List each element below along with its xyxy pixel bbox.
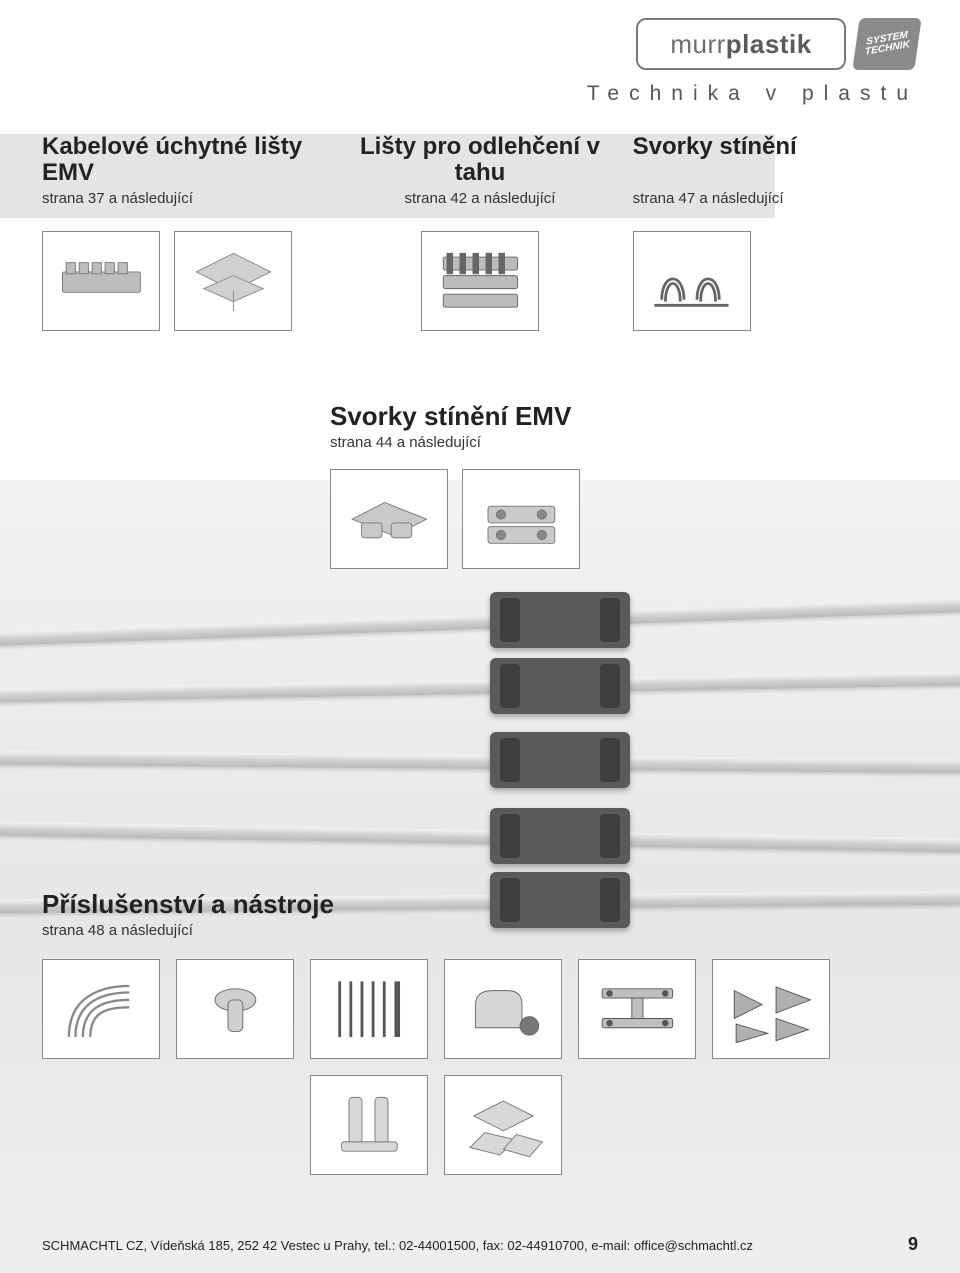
thumb-acc-pliers bbox=[712, 959, 830, 1059]
page-number: 9 bbox=[908, 1234, 918, 1255]
brand-name-bold: plastik bbox=[726, 29, 812, 60]
thumb-acc-bases bbox=[444, 1075, 562, 1175]
header: murrplastik SYSTEM TECHNIK bbox=[0, 0, 960, 76]
thumb-acc-bracket bbox=[578, 959, 696, 1059]
brand-name-light: murr bbox=[670, 29, 725, 60]
col-listy: Lišty pro odlehčení v tahu strana 42 a n… bbox=[337, 134, 622, 331]
col1-title: Kabelové úchytné lišty EMV bbox=[42, 134, 322, 188]
thumb-cable-rail-1 bbox=[42, 231, 160, 331]
col1-sub: strana 37 a následující bbox=[42, 190, 327, 207]
tagline: Technika v plastu bbox=[0, 76, 960, 106]
thumb-acc-tools-long bbox=[310, 959, 428, 1059]
footer: SCHMACHTL CZ, Vídeňská 185, 252 42 Veste… bbox=[42, 1234, 918, 1255]
bottom-sub: strana 48 a následující bbox=[42, 922, 918, 939]
top-columns: Kabelové úchytné lišty EMV strana 37 a n… bbox=[0, 134, 960, 331]
bottom-title: Příslušenství a nástroje bbox=[42, 889, 918, 920]
col-svorky: Svorky stínění strana 47 a následující bbox=[633, 134, 918, 331]
section-svorky-emv: Svorky stínění EMV strana 44 a následují… bbox=[0, 401, 960, 569]
thumb-acc-rivet bbox=[176, 959, 294, 1059]
thumb-acc-clips bbox=[310, 1075, 428, 1175]
mid-title: Svorky stínění EMV bbox=[330, 401, 960, 432]
brand-badge: SYSTEM TECHNIK bbox=[852, 18, 921, 70]
brand-logo: murrplastik bbox=[636, 18, 846, 70]
col-kabelove: Kabelové úchytné lišty EMV strana 37 a n… bbox=[42, 134, 327, 331]
section-accessories: Příslušenství a nástroje strana 48 a nás… bbox=[0, 889, 960, 1175]
thumb-emv-2 bbox=[462, 469, 580, 569]
thumb-acc-cableties bbox=[42, 959, 160, 1059]
mid-sub: strana 44 a následující bbox=[330, 434, 960, 451]
col2-title: Lišty pro odlehčení v tahu bbox=[337, 134, 622, 188]
thumb-emv-1 bbox=[330, 469, 448, 569]
col3-sub: strana 47 a následující bbox=[633, 190, 918, 207]
thumb-cable-rail-2 bbox=[174, 231, 292, 331]
col3-title: Svorky stínění bbox=[633, 134, 918, 188]
col2-sub: strana 42 a následující bbox=[337, 190, 622, 207]
footer-text: SCHMACHTL CZ, Vídeňská 185, 252 42 Veste… bbox=[42, 1238, 753, 1253]
thumb-acc-mount bbox=[444, 959, 562, 1059]
thumb-strain-relief bbox=[421, 231, 539, 331]
thumb-shield-clamp bbox=[633, 231, 751, 331]
